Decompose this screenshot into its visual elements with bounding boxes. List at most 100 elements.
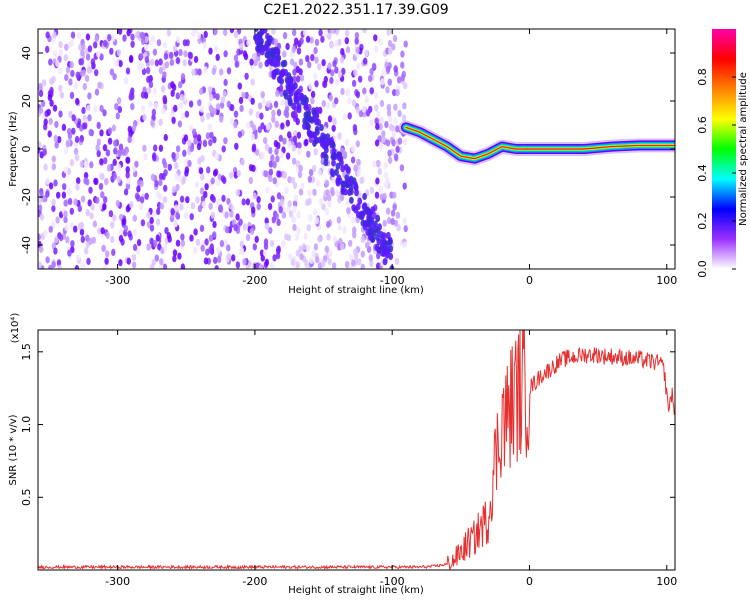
noise-cell — [250, 78, 255, 86]
ridge-cell — [253, 11, 258, 18]
ridge-cell — [312, 139, 317, 147]
noise-cell — [87, 114, 92, 122]
noise-cell — [139, 31, 145, 39]
noise-cell — [85, 53, 91, 61]
noise-cell — [88, 237, 93, 245]
noise-cell — [132, 229, 137, 237]
noise-cell — [46, 108, 51, 116]
noise-cell — [386, 103, 391, 111]
noise-cell — [96, 50, 101, 58]
noise-cell — [384, 120, 389, 129]
ridge-cell — [283, 92, 289, 100]
noise-cell — [327, 62, 332, 70]
noise-cell — [318, 29, 323, 37]
noise-cell — [79, 228, 85, 236]
snr-series — [38, 330, 675, 570]
noise-cell — [53, 247, 58, 255]
noise-cell — [280, 198, 285, 206]
ridge-cell — [384, 251, 390, 259]
noise-cell — [93, 105, 98, 113]
noise-cell — [152, 210, 157, 218]
noise-cell — [279, 151, 284, 159]
noise-cell — [115, 112, 121, 120]
noise-cell — [396, 224, 401, 232]
spectrogram-y-label: Frequency (Hz) — [8, 111, 19, 187]
noise-cell — [374, 191, 380, 199]
noise-cell — [296, 211, 301, 219]
noise-cell — [334, 97, 339, 105]
noise-cell — [371, 62, 377, 70]
ridge-cell — [345, 166, 351, 174]
noise-cell — [252, 192, 257, 200]
noise-cell — [49, 99, 54, 107]
noise-cell — [295, 249, 300, 257]
noise-cell — [214, 265, 219, 269]
noise-cell — [344, 29, 350, 37]
noise-cell — [213, 29, 218, 36]
noise-cell — [196, 143, 202, 151]
noise-cell — [144, 192, 149, 200]
noise-cell — [128, 93, 133, 101]
noise-cell — [330, 69, 335, 77]
noise-cell — [132, 243, 138, 252]
noise-cell — [369, 119, 374, 127]
noise-cell — [75, 97, 80, 106]
noise-cell — [58, 67, 63, 75]
noise-cell — [308, 214, 313, 222]
noise-cell — [100, 191, 105, 199]
noise-cell — [278, 134, 283, 142]
noise-cell — [363, 57, 368, 65]
noise-cell — [382, 67, 387, 76]
noise-cell — [268, 168, 274, 176]
noise-cell — [93, 41, 98, 49]
noise-cell — [81, 43, 86, 51]
noise-cell — [107, 127, 113, 135]
noise-cell — [223, 78, 228, 87]
noise-cell — [38, 245, 44, 253]
noise-cell — [137, 64, 143, 72]
noise-cell — [190, 202, 196, 210]
noise-cell — [140, 219, 146, 227]
noise-cell — [118, 143, 124, 151]
noise-cell — [61, 183, 67, 191]
noise-cell — [81, 106, 86, 115]
noise-cell — [396, 76, 402, 84]
noise-cell — [84, 74, 90, 82]
noise-cell — [113, 147, 118, 155]
noise-cell — [368, 74, 373, 83]
noise-cell — [170, 208, 175, 216]
noise-cell — [300, 182, 305, 190]
noise-cell — [315, 179, 321, 187]
noise-cell — [269, 239, 275, 248]
noise-cell — [303, 232, 308, 241]
noise-cell — [89, 212, 94, 220]
noise-cell — [203, 66, 208, 74]
noise-cell — [337, 38, 342, 46]
noise-cell — [292, 223, 297, 232]
noise-cell — [345, 46, 351, 54]
noise-cell — [193, 228, 198, 236]
noise-cell — [102, 264, 108, 269]
noise-cell — [264, 258, 270, 266]
noise-cell — [270, 262, 275, 269]
noise-cell — [335, 189, 340, 197]
spectrogram-cells — [38, 11, 408, 269]
noise-cell — [51, 261, 56, 269]
noise-cell — [271, 115, 276, 123]
noise-cell — [292, 29, 297, 37]
noise-cell — [210, 177, 215, 185]
noise-cell — [45, 190, 50, 198]
noise-cell — [265, 100, 271, 108]
noise-cell — [185, 196, 190, 204]
noise-cell — [70, 69, 75, 78]
noise-cell — [304, 138, 309, 146]
ridge-cell — [347, 177, 353, 185]
noise-cell — [326, 233, 331, 241]
noise-cell — [207, 123, 213, 131]
noise-cell — [337, 223, 342, 232]
noise-cell — [402, 182, 407, 190]
noise-cell — [48, 117, 53, 125]
noise-cell — [310, 97, 315, 105]
noise-cell — [364, 49, 369, 57]
colorbar-tick-label: 0.8 — [696, 68, 709, 86]
